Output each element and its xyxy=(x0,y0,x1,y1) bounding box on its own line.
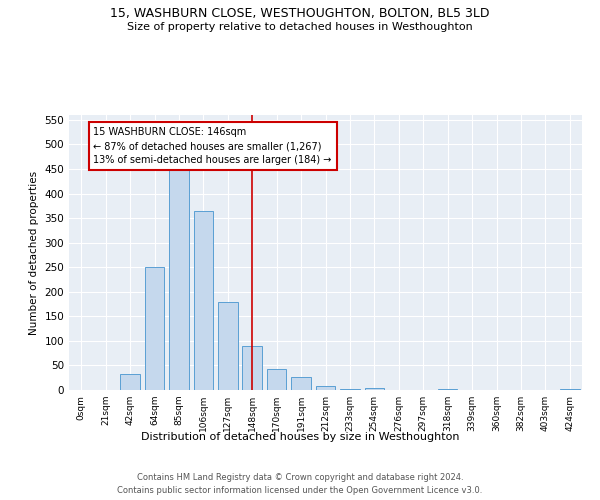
Text: Size of property relative to detached houses in Westhoughton: Size of property relative to detached ho… xyxy=(127,22,473,32)
Bar xyxy=(340,388,360,390)
Text: 15 WASHBURN CLOSE: 146sqm
← 87% of detached houses are smaller (1,267)
13% of se: 15 WASHBURN CLOSE: 146sqm ← 87% of detac… xyxy=(94,128,332,166)
Text: 15, WASHBURN CLOSE, WESTHOUGHTON, BOLTON, BL5 3LD: 15, WASHBURN CLOSE, WESTHOUGHTON, BOLTON… xyxy=(110,8,490,20)
Text: Distribution of detached houses by size in Westhoughton: Distribution of detached houses by size … xyxy=(141,432,459,442)
Bar xyxy=(194,211,213,390)
Bar xyxy=(316,386,335,390)
Bar xyxy=(145,266,164,390)
Bar xyxy=(560,388,580,390)
Bar xyxy=(438,388,457,390)
Bar xyxy=(218,302,238,390)
Text: Contains HM Land Registry data © Crown copyright and database right 2024.
Contai: Contains HM Land Registry data © Crown c… xyxy=(118,473,482,495)
Bar xyxy=(365,388,384,390)
Bar xyxy=(169,141,188,390)
Bar xyxy=(267,370,286,390)
Bar xyxy=(120,374,140,390)
Bar xyxy=(242,346,262,390)
Y-axis label: Number of detached properties: Number of detached properties xyxy=(29,170,39,334)
Bar xyxy=(291,376,311,390)
